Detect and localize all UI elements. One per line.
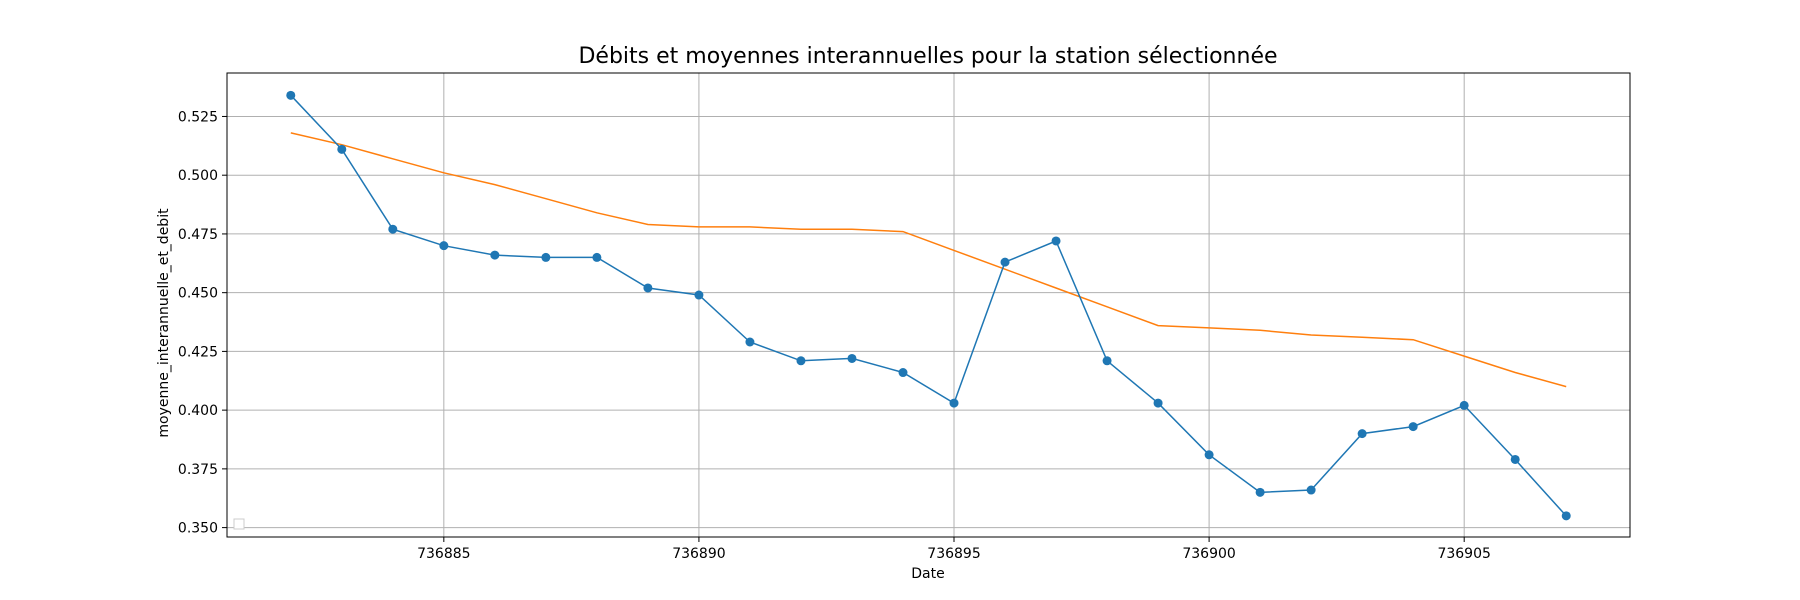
- data-point: [1153, 398, 1163, 408]
- grid: [227, 73, 1630, 537]
- data-point: [949, 398, 959, 408]
- series-line-2: [290, 132, 1567, 388]
- y-tick-label: 0.500: [178, 168, 218, 184]
- data-point: [1204, 450, 1214, 460]
- data-point: [1561, 511, 1571, 521]
- data-point: [1408, 422, 1418, 432]
- legend-box: [233, 518, 245, 530]
- data-point: [1000, 257, 1010, 267]
- x-tick-label: 736885: [417, 546, 470, 562]
- data-point: [1357, 429, 1367, 439]
- plot-frame: [226, 72, 1631, 538]
- data-point: [745, 337, 755, 347]
- data-point: [388, 224, 398, 234]
- y-tick-label: 0.525: [178, 109, 218, 125]
- y-tick-label: 0.475: [178, 227, 218, 243]
- x-tick-label: 736900: [1182, 546, 1235, 562]
- y-tick-label: 0.425: [178, 344, 218, 360]
- data-point: [847, 353, 857, 363]
- chart-title: Débits et moyennes interannuelles pour l…: [578, 44, 1277, 69]
- y-tick-label: 0.450: [178, 286, 218, 302]
- data-point: [796, 356, 806, 366]
- series-line-1: [290, 94, 1567, 517]
- data-point: [643, 283, 653, 293]
- y-tick-label: 0.400: [178, 403, 218, 419]
- data-point: [1510, 454, 1520, 464]
- y-tick-label: 0.350: [178, 521, 218, 537]
- data-point: [439, 241, 449, 251]
- data-point: [1255, 487, 1265, 497]
- data-point: [694, 290, 704, 300]
- y-axis: 0.350 0.375 0.400 0.425 0.450 0.475 0.500 0.525: [178, 109, 227, 537]
- series-layer: [286, 90, 1571, 521]
- data-point: [592, 252, 602, 262]
- y-axis-label: moyenne_interannuelle_et_debit: [156, 208, 172, 438]
- data-point: [1459, 400, 1469, 410]
- data-point: [1051, 236, 1061, 246]
- data-point: [541, 252, 551, 262]
- x-tick-label: 736890: [672, 546, 725, 562]
- data-point: [490, 250, 500, 260]
- data-point: [286, 90, 296, 100]
- data-point: [898, 368, 908, 378]
- x-axis: 736885 736890 736895 736900 736905: [417, 537, 1491, 562]
- data-point: [337, 144, 347, 154]
- data-point: [1306, 485, 1316, 495]
- data-point: [1102, 356, 1112, 366]
- x-tick-label: 736905: [1437, 546, 1490, 562]
- x-tick-label: 736895: [927, 546, 980, 562]
- x-axis-label: Date: [911, 566, 944, 582]
- y-tick-label: 0.375: [178, 462, 218, 478]
